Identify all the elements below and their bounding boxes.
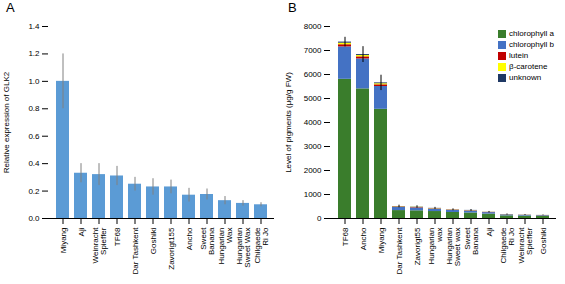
svg-text:HungarianSweet Wax: HungarianSweet Wax bbox=[235, 228, 252, 268]
svg-text:WeinrachtSpieffer: WeinrachtSpieffer bbox=[91, 227, 108, 264]
html-text:B: B bbox=[288, 0, 297, 15]
svg-text:5000: 5000 bbox=[304, 94, 322, 103]
svg-text:Goshiki: Goshiki bbox=[149, 227, 158, 254]
svg-text:HungarianWax: HungarianWax bbox=[217, 228, 234, 265]
svg-text:Miyang: Miyang bbox=[377, 228, 386, 254]
svg-text:Ancho: Ancho bbox=[185, 227, 194, 250]
svg-text:0.8: 0.8 bbox=[28, 104, 40, 113]
html-text:unknown: unknown bbox=[509, 73, 542, 82]
svg-text:ChilgaedeRi Jo: ChilgaedeRi Jo bbox=[499, 227, 516, 264]
svg-text:WeinrachtSpieffer: WeinrachtSpieffer bbox=[517, 227, 534, 264]
svg-text:Miyang: Miyang bbox=[59, 228, 68, 254]
html-text:chlorophyll a: chlorophyll a bbox=[509, 29, 554, 38]
html-text:β-carotene: β-carotene bbox=[509, 62, 548, 71]
svg-text:1000: 1000 bbox=[304, 190, 322, 199]
svg-text:SweetBanana: SweetBanana bbox=[463, 227, 480, 255]
svg-text:4000: 4000 bbox=[304, 118, 322, 127]
svg-text:1.0: 1.0 bbox=[28, 77, 40, 86]
svg-text:1.4: 1.4 bbox=[28, 22, 40, 31]
svg-text:Ancho: Ancho bbox=[359, 227, 368, 250]
html-text:lutein: lutein bbox=[509, 51, 529, 60]
svg-text:ChilgaedeRi Jo: ChilgaedeRi Jo bbox=[253, 227, 270, 264]
svg-text:Zavorigt155: Zavorigt155 bbox=[167, 227, 176, 270]
svg-text:0.2: 0.2 bbox=[28, 187, 40, 196]
svg-text:7000: 7000 bbox=[304, 46, 322, 55]
svg-text:Dar Tashkent: Dar Tashkent bbox=[395, 227, 404, 275]
svg-text:Aji: Aji bbox=[485, 227, 494, 236]
svg-text:8000: 8000 bbox=[304, 22, 322, 31]
svg-text:0: 0 bbox=[317, 214, 322, 223]
svg-text:Goshiki: Goshiki bbox=[539, 227, 548, 254]
svg-text:0.0: 0.0 bbox=[28, 214, 40, 223]
svg-text:Aji: Aji bbox=[77, 227, 86, 236]
svg-text:HungarianSweet wax: HungarianSweet wax bbox=[445, 228, 462, 267]
svg-text:Level of pigments (μg/g FW): Level of pigments (μg/g FW) bbox=[284, 72, 293, 173]
svg-text:Relative expression of GLK2: Relative expression of GLK2 bbox=[2, 71, 11, 173]
svg-text:0.6: 0.6 bbox=[28, 132, 40, 141]
svg-text:Hungarianwax: Hungarianwax bbox=[427, 228, 444, 265]
svg-text:3000: 3000 bbox=[304, 142, 322, 151]
svg-text:Dar Tashkent: Dar Tashkent bbox=[131, 227, 140, 275]
svg-text:Zavorigt55: Zavorigt55 bbox=[413, 227, 422, 265]
svg-text:TF68: TF68 bbox=[113, 227, 122, 246]
html-text:chlorophyll b: chlorophyll b bbox=[509, 40, 554, 49]
svg-text:TF68: TF68 bbox=[341, 227, 350, 246]
svg-text:6000: 6000 bbox=[304, 70, 322, 79]
svg-text:0.4: 0.4 bbox=[28, 159, 40, 168]
svg-text:1.2: 1.2 bbox=[28, 49, 40, 58]
svg-text:SweetBanana: SweetBanana bbox=[199, 227, 216, 255]
svg-text:2000: 2000 bbox=[304, 166, 322, 175]
html-text:A: A bbox=[6, 0, 15, 15]
